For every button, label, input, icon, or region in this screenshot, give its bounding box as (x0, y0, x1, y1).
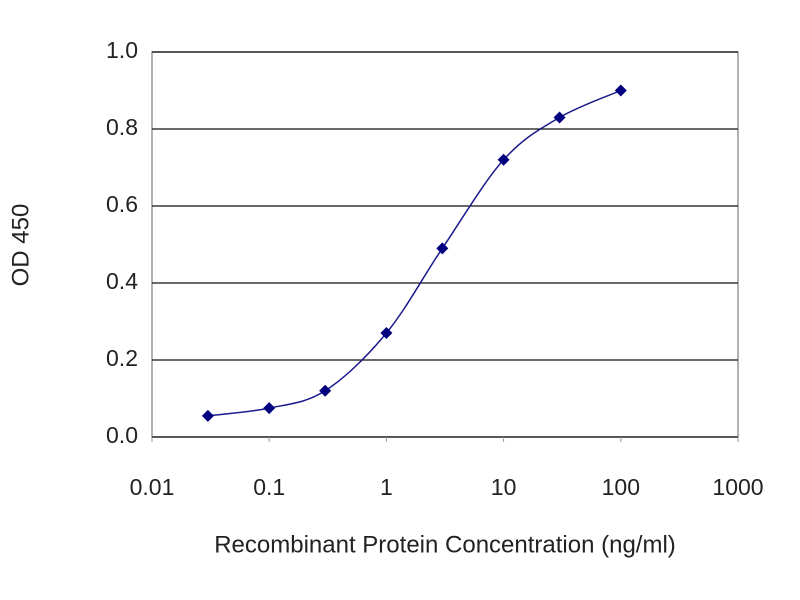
data-point (497, 153, 510, 166)
y-tick-label: 0.4 (106, 268, 138, 294)
data-point (319, 384, 332, 397)
data-point (614, 84, 627, 97)
y-tick-label: 0.2 (106, 345, 138, 371)
x-tick-label: 1 (380, 474, 393, 500)
y-tick-label: 0.6 (106, 191, 138, 217)
data-point (201, 409, 214, 422)
y-tick-label: 0.0 (106, 422, 138, 448)
data-point (436, 242, 449, 255)
x-tick-label: 100 (602, 474, 640, 500)
y-tick-label: 0.8 (106, 114, 138, 140)
x-tick-label: 0.01 (130, 474, 175, 500)
x-axis-label: Recombinant Protein Concentration (ng/ml… (214, 531, 676, 558)
data-point (380, 327, 393, 340)
curve (207, 89, 622, 417)
x-tick-label: 1000 (712, 474, 763, 500)
x-tick-label: 10 (491, 474, 517, 500)
data-point (553, 111, 566, 124)
data-point (263, 402, 276, 415)
y-tick-label: 1.0 (106, 37, 138, 63)
y-axis-label: OD 450 (7, 204, 34, 287)
x-tick-label: 0.1 (253, 474, 285, 500)
